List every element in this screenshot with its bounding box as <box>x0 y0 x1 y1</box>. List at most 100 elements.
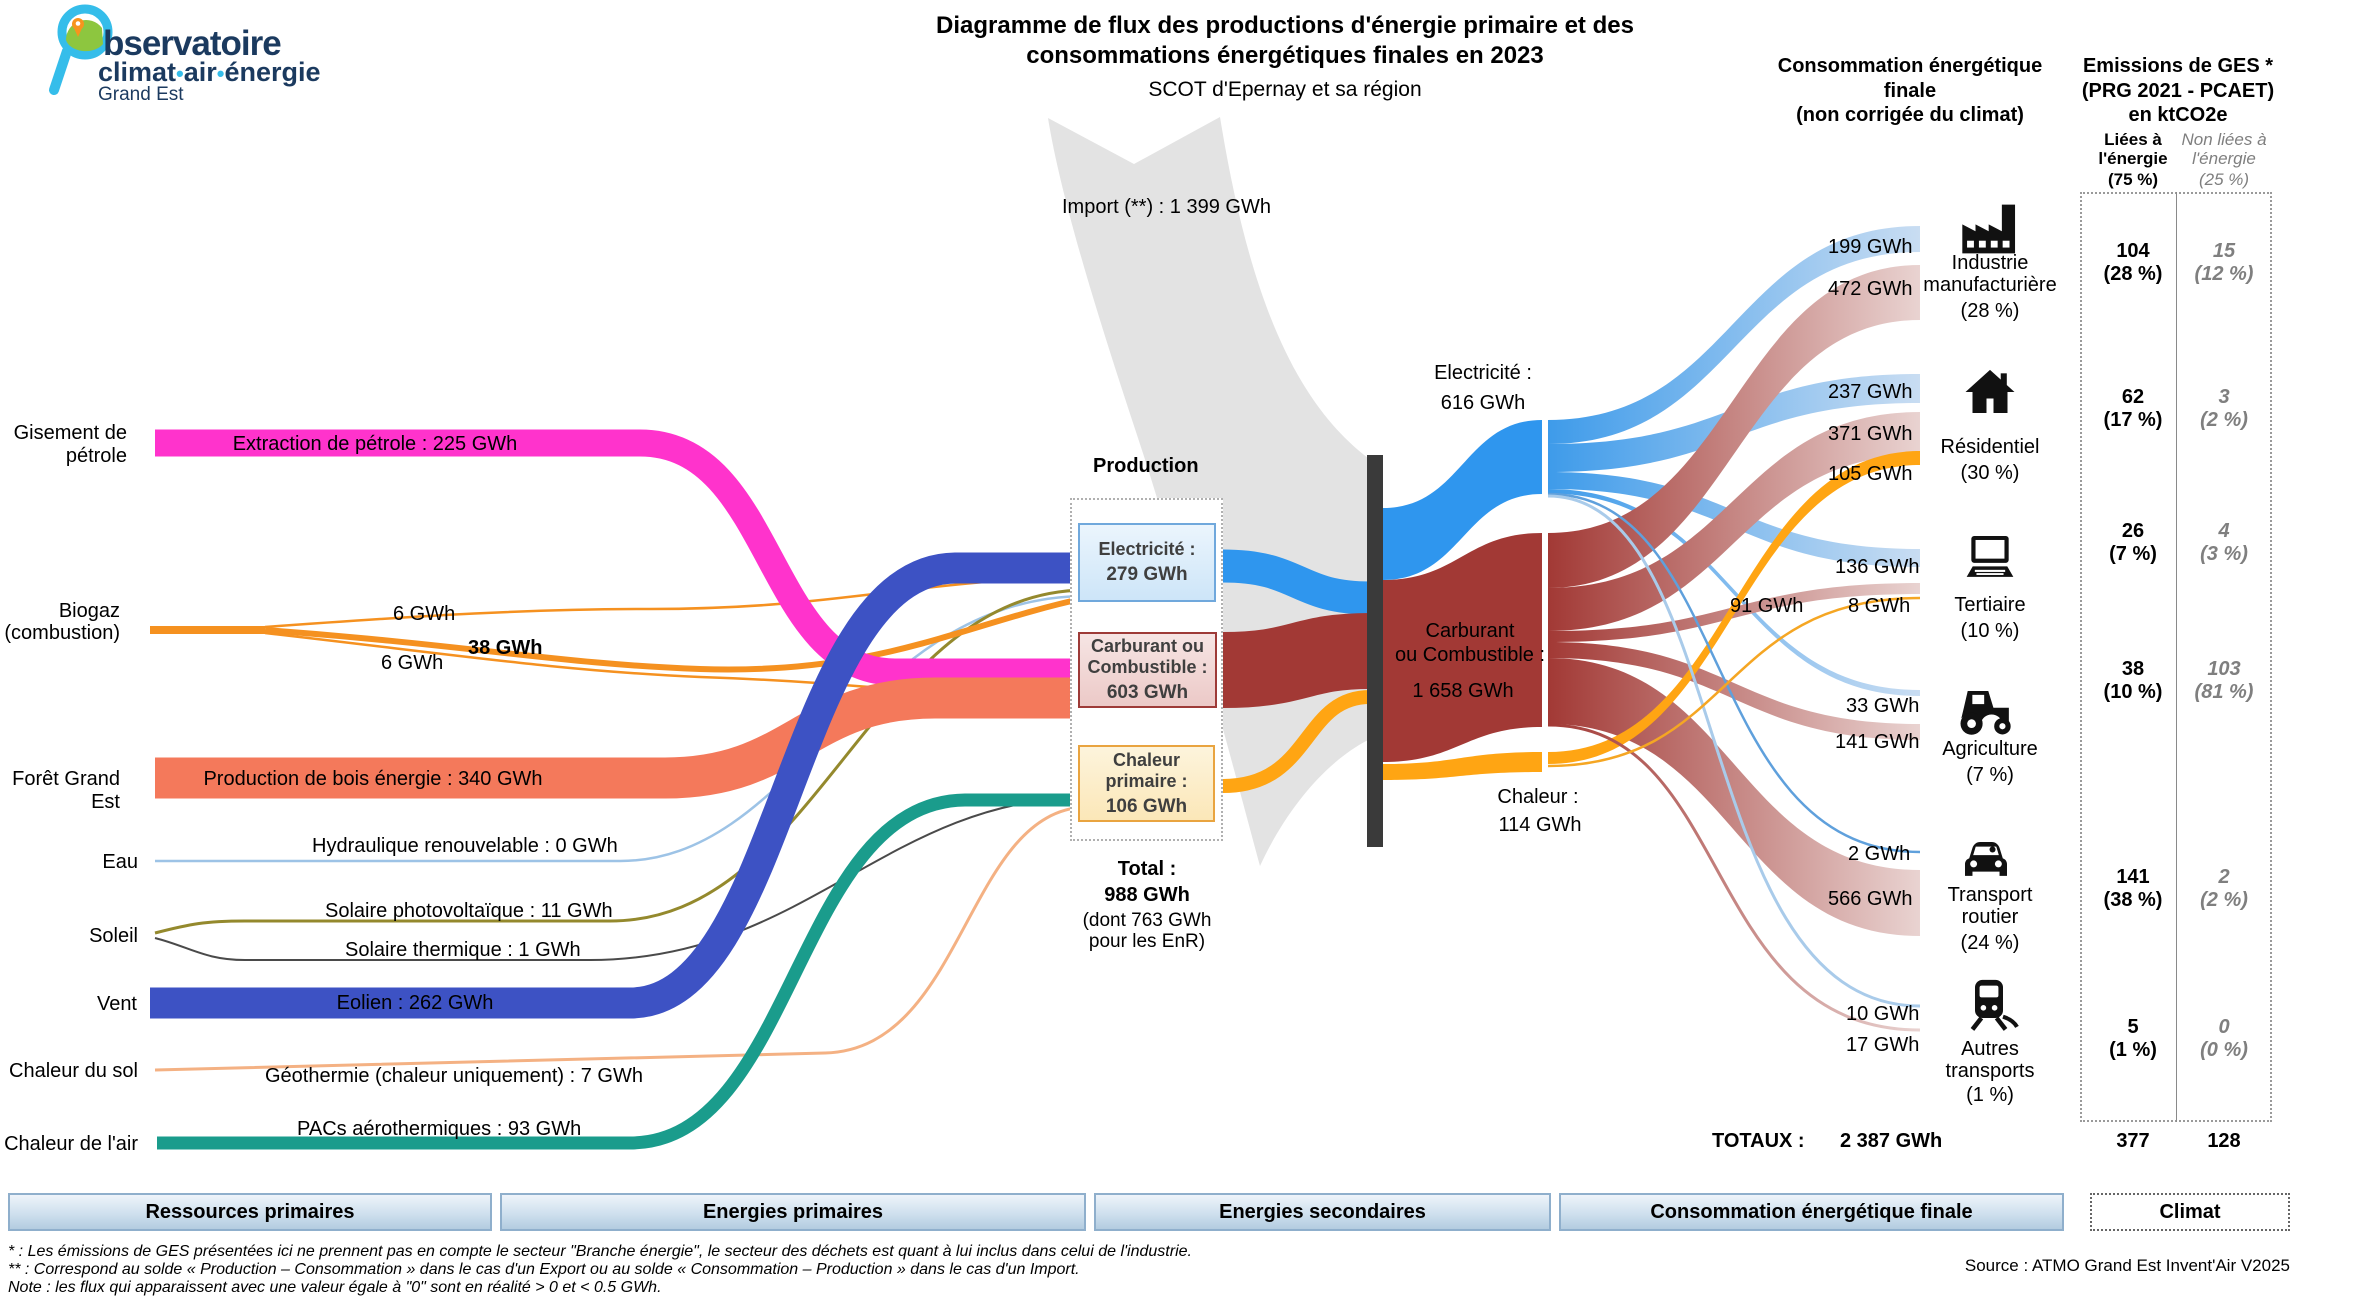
source-petrole-line1: Gisement de <box>13 422 127 444</box>
flow-fuel-industrie <box>1548 265 1920 588</box>
flow-biogaz-38 <box>264 595 1086 673</box>
flow-label-bois: Production de bois énergie : 340 GWh <box>203 768 543 790</box>
emissions-r2-energy-pct: (17 %) <box>2103 409 2163 431</box>
flow-geothermie <box>154 805 1086 1072</box>
source-eau: Eau <box>102 851 138 873</box>
emissions-r3-energy-pct: (7 %) <box>2109 543 2157 565</box>
sector-autres-name1: Autres <box>1961 1038 2019 1060</box>
value-residentiel-elec: 237 GWh <box>1828 381 1913 403</box>
flow-node-electricite <box>1383 420 1542 580</box>
junction-bar <box>1367 455 1383 847</box>
flow-elec-autres <box>1547 494 1921 1008</box>
flow-elec-transport <box>1547 492 1921 854</box>
sector-industrie-name2: manufacturière <box>1923 274 2057 296</box>
flow-node-chaleur <box>1383 752 1542 780</box>
emissions-r6-energy-pct: (1 %) <box>2109 1039 2157 1061</box>
flow-fuel-residentiel <box>1548 412 1920 631</box>
logo-tag-air: air <box>183 57 217 87</box>
flow-label-eolien: Eolien : 262 GWh <box>336 992 494 1014</box>
footnote-3: Note : les flux qui apparaissent avec un… <box>8 1279 662 1296</box>
ges-col-energy-line2: l'énergie <box>2098 149 2168 168</box>
flow-label-solaire-th: Solaire thermique : 1 GWh <box>345 939 581 961</box>
sector-tertiaire-pct: (10 %) <box>1960 620 2020 642</box>
flow-label-pacs: PACs aérothermiques : 93 GWh <box>297 1118 582 1140</box>
flow-fuel-autres <box>1547 723 1921 1032</box>
value-residentiel-heat: 105 GWh <box>1828 463 1913 485</box>
emissions-r1-nonenergy: 15 <box>2212 240 2236 262</box>
flow-label-biogaz-bottom: 6 GWh <box>381 652 444 674</box>
secondary-fuel-label2: ou Combustible : <box>1394 644 1546 666</box>
emissions-table-divider <box>2176 192 2177 1122</box>
flow-node-carburant <box>1383 533 1542 762</box>
footnote-2: ** : Correspond au solde « Production – … <box>8 1261 1080 1278</box>
flow-prod-chaleur <box>1222 690 1371 793</box>
consumption-header-line1: Consommation énergétique <box>1777 55 2043 77</box>
source-chaleur-air: Chaleur de l'air <box>4 1133 138 1155</box>
sector-industrie-name1: Industrie <box>1951 252 2029 274</box>
emissions-r4-nonenergy-pct: (81 %) <box>2194 681 2254 703</box>
car-icon <box>1958 830 2014 882</box>
flow-label-biogaz-mid: 38 GWh <box>468 637 543 659</box>
sector-industrie-pct: (28 %) <box>1960 300 2020 322</box>
value-transport-fuel: 566 GWh <box>1828 888 1913 910</box>
ges-header-line1: Emissions de GES * <box>2082 55 2274 77</box>
value-transport-elec: 2 GWh <box>1848 843 1911 865</box>
value-residentiel-fuel: 371 GWh <box>1828 423 1913 445</box>
ges-col-nonenergy-line3: (25 %) <box>2198 170 2250 189</box>
emissions-r1-nonenergy-pct: (12 %) <box>2194 263 2254 285</box>
value-tertiaire-heat: 8 GWh <box>1848 595 1911 617</box>
ges-col-energy-line1: Liées à <box>2104 130 2162 149</box>
value-autres-elec: 10 GWh <box>1846 1003 1920 1025</box>
totals-value: 2 387 GWh <box>1840 1130 1943 1152</box>
secondary-fuel-label1: Carburant <box>1425 620 1515 642</box>
consumption-header-line3: (non corrigée du climat) <box>1796 104 2024 126</box>
production-fuel-value: 603 GWh <box>1106 682 1189 703</box>
emissions-r6-nonenergy-pct: (0 %) <box>2200 1039 2248 1061</box>
sector-agriculture-name: Agriculture <box>1942 738 2038 760</box>
production-heat-label: Chaleur primaire : <box>1105 749 1188 791</box>
band-climat: Climat <box>2090 1193 2290 1231</box>
source-biogaz-line1: Biogaz <box>58 600 120 622</box>
source-foret: Forêt Grand Est <box>12 768 120 813</box>
flow-pacs <box>157 793 1085 1150</box>
emissions-r3-nonenergy: 4 <box>2218 520 2230 542</box>
flow-eolien <box>150 552 1085 1019</box>
emissions-r4-energy-pct: (10 %) <box>2103 681 2163 703</box>
tractor-icon <box>1956 682 2018 736</box>
flow-label-biogaz-top: 6 GWh <box>393 603 456 625</box>
production-electricity-box: Electricité : 279 GWh <box>1078 523 1216 602</box>
consumption-header-line2: finale <box>1883 80 1937 102</box>
emissions-r5-energy-pct: (38 %) <box>2103 889 2163 911</box>
emissions-r5-energy: 141 <box>2116 866 2150 888</box>
source-credit: Source : ATMO Grand Est Invent'Air V2025 <box>1964 1256 2290 1275</box>
page-title-line1: Diagramme de flux des productions d'éner… <box>936 12 1634 39</box>
secondary-fuel-value: 1 658 GWh <box>1412 680 1514 702</box>
value-agriculture-fuel: 141 GWh <box>1835 731 1920 753</box>
flow-bois <box>155 677 1085 799</box>
emissions-r2-nonenergy-pct: (2 %) <box>2200 409 2248 431</box>
page-subtitle: SCOT d'Epernay et sa région <box>1148 78 1422 101</box>
totals-ges-nonenergy: 128 <box>2207 1130 2241 1152</box>
emissions-r1-energy: 104 <box>2116 240 2150 262</box>
production-total-note2: pour les EnR) <box>1088 931 1206 952</box>
factory-icon <box>1958 198 2022 256</box>
production-heat-value: 106 GWh <box>1105 795 1188 817</box>
emissions-r6-energy: 5 <box>2127 1016 2139 1038</box>
sector-residentiel-pct: (30 %) <box>1960 462 2020 484</box>
flow-elec-agriculture <box>1548 489 1920 696</box>
secondary-heat-label: Chaleur : <box>1497 786 1579 808</box>
logo-region: Grand Est <box>98 84 184 105</box>
emissions-r4-nonenergy: 103 <box>2207 658 2241 680</box>
flow-label-solaire-pv: Solaire photovoltaïque : 11 GWh <box>325 900 613 922</box>
source-vent: Vent <box>96 993 137 1015</box>
production-total-label: Total : <box>1117 858 1177 880</box>
secondary-electricity-value: 616 GWh <box>1440 392 1526 414</box>
flow-label-petrole: Extraction de pétrole : 225 GWh <box>232 433 518 455</box>
logo-tag-climat: climat <box>98 57 177 87</box>
source-biogaz-line2: (combustion) <box>4 622 120 644</box>
value-autres-fuel: 17 GWh <box>1846 1034 1920 1056</box>
logo-tagline: climat•air•énergie <box>98 57 321 88</box>
emissions-r5-nonenergy-pct: (2 %) <box>2200 889 2248 911</box>
